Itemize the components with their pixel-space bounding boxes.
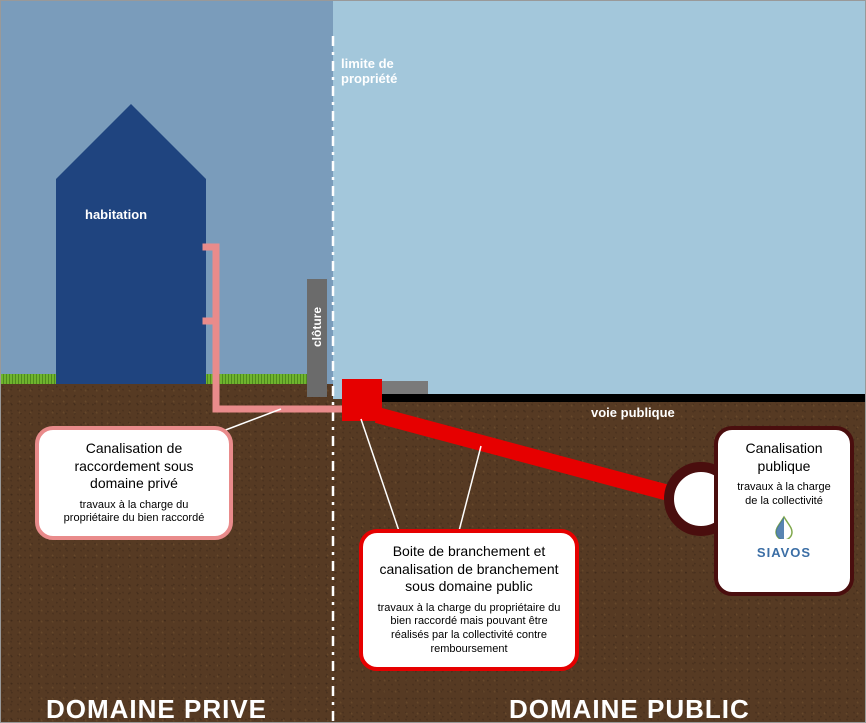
callout-branch-box: Boite de branchement et canalisation de …	[359, 529, 579, 671]
sewer-connection-diagram: clôture limite de propriété habitation v…	[0, 0, 866, 723]
callout-main-pipe: Canalisation publique travaux à la charg…	[714, 426, 854, 596]
domain-public-label: DOMAINE PUBLIC	[509, 694, 750, 723]
callout-branch-sub: travaux à la charge du propriétaire du b…	[375, 602, 563, 657]
callout-private-sub: travaux à la charge du propriétaire du b…	[51, 499, 217, 527]
callout-main-sub: travaux à la charge de la collectivité	[730, 481, 838, 509]
droplet-icon	[762, 515, 806, 539]
callout-private-pipe: Canalisation de raccordement sous domain…	[35, 426, 233, 540]
callout-main-title: Canalisation publique	[730, 440, 838, 475]
callout-private-title: Canalisation de raccordement sous domain…	[51, 440, 217, 493]
callout-branch-title: Boite de branchement et canalisation de …	[375, 543, 563, 596]
siavos-logo: SIAVOS	[730, 515, 838, 561]
siavos-logo-text: SIAVOS	[730, 545, 838, 561]
domain-private-label: DOMAINE PRIVE	[46, 694, 267, 723]
